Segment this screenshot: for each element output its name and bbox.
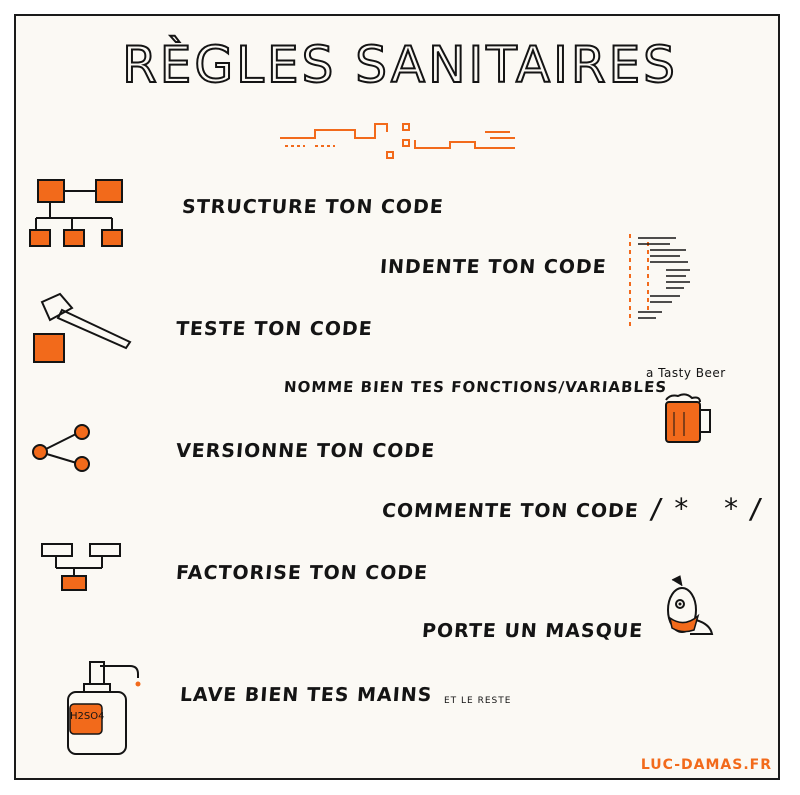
drawing-frame <box>14 14 780 780</box>
comment-glyph-icon: /* */ <box>648 492 773 525</box>
beer-mug-icon <box>665 393 711 443</box>
hammer-icon <box>33 292 132 363</box>
aside-et-le-reste: et le reste <box>444 696 512 706</box>
beer-label: a Tasty Beer <box>646 366 726 380</box>
bottle-label: H2SO4 <box>70 711 105 722</box>
rule-commente: Commente ton code <box>381 500 640 522</box>
rule-structure: Structure ton code <box>181 196 445 218</box>
soap-bottle-icon <box>67 661 141 755</box>
org-chart-icon <box>29 179 123 247</box>
rule-indente: Indente ton code <box>379 256 608 278</box>
factorise-icon <box>41 543 121 591</box>
version-graph-icon <box>32 424 90 472</box>
rule-versionne: Versionne ton code <box>175 440 436 462</box>
rule-factorise: Factorise ton code <box>175 562 429 584</box>
title-underline-squiggle-icon <box>280 123 515 159</box>
credit-link[interactable]: luc-damas.fr <box>640 757 772 773</box>
rule-teste: Teste ton code <box>175 318 374 340</box>
masked-character-icon <box>667 575 714 635</box>
page-title: Règles sanitaires <box>121 35 678 95</box>
indentation-lines-icon <box>629 234 690 330</box>
rule-masque: Porte un masque <box>421 620 644 642</box>
rule-lave: Lave bien tes mains <box>179 684 434 706</box>
rule-nomme: Nomme bien tes fonctions/variables <box>283 378 668 396</box>
